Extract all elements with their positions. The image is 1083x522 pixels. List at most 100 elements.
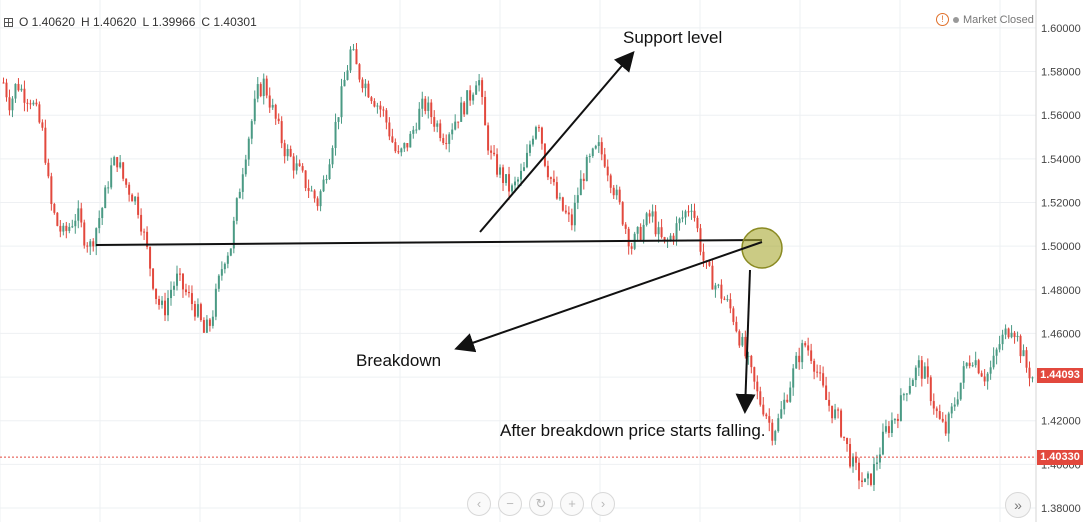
candle-body	[364, 83, 367, 89]
candle-body	[678, 218, 681, 224]
candle-body	[388, 122, 391, 137]
candle-body	[546, 165, 549, 178]
candle-body	[780, 409, 783, 419]
candle-body	[250, 121, 253, 139]
candle-body	[349, 49, 352, 71]
price-axis: 1.380001.400001.420001.440001.460001.480…	[1035, 0, 1083, 522]
candle-body	[352, 49, 355, 51]
market-status: ! Market Closed	[936, 13, 1034, 26]
candle-body	[561, 197, 564, 211]
candle-body	[564, 210, 567, 213]
crosshair-icon[interactable]	[4, 17, 13, 27]
candle-body	[777, 418, 780, 432]
candle-body	[849, 444, 852, 467]
candle-body	[199, 304, 202, 321]
candle-body	[810, 350, 813, 361]
candle-body	[502, 167, 505, 183]
candle-body	[140, 214, 143, 232]
price-tag: 1.40330	[1037, 450, 1083, 466]
candle-body	[597, 142, 600, 146]
candle-body	[92, 241, 95, 247]
candle-body	[53, 204, 56, 213]
candle-body	[552, 178, 555, 183]
candle-body	[325, 179, 328, 181]
candle-body	[277, 118, 280, 122]
candle-body	[316, 198, 319, 207]
candle-body	[472, 94, 475, 101]
candle-body	[2, 82, 5, 84]
candle-body	[908, 385, 911, 394]
candle-body	[702, 251, 705, 261]
candle-body	[977, 360, 980, 374]
candle-body	[971, 365, 974, 367]
candle-body	[872, 463, 875, 485]
scroll-back-button[interactable]: ‹	[467, 492, 491, 516]
zoom-in-button[interactable]: +	[560, 492, 584, 516]
candle-body	[415, 129, 418, 131]
candle-body	[675, 223, 678, 240]
candle-body	[726, 299, 729, 301]
candle-body	[732, 308, 735, 322]
candle-body	[451, 129, 454, 135]
candle-body	[1010, 332, 1013, 338]
candle-body	[887, 426, 890, 433]
candle-body	[645, 213, 648, 225]
candle-body	[573, 202, 576, 226]
y-tick-label: 1.42000	[1041, 416, 1081, 428]
breakdown-label: Breakdown	[356, 351, 441, 370]
candle-body	[376, 105, 379, 107]
candle-body	[798, 355, 801, 363]
candle-body	[714, 285, 717, 290]
zoom-out-button[interactable]: −	[498, 492, 522, 516]
candle-body	[974, 360, 977, 366]
candle-body	[869, 473, 872, 485]
candle-body	[304, 170, 307, 189]
candle-body	[519, 170, 522, 180]
go-to-realtime-button[interactable]: »	[1005, 492, 1031, 518]
candle-body	[310, 190, 313, 192]
candle-body	[711, 265, 714, 290]
candle-body	[110, 165, 113, 188]
candle-body	[41, 122, 44, 128]
candle-body	[175, 273, 178, 286]
candle-body	[164, 300, 167, 316]
candle-body	[71, 226, 74, 228]
candle-body	[624, 224, 627, 229]
candle-body	[196, 304, 199, 317]
candle-body	[765, 414, 768, 417]
candle-body	[499, 167, 502, 175]
candle-body	[107, 187, 110, 189]
scroll-forward-button[interactable]: ›	[591, 492, 615, 516]
candle-body	[950, 406, 953, 414]
y-tick-label: 1.52000	[1041, 197, 1081, 209]
y-tick-label: 1.58000	[1041, 67, 1081, 79]
candle-body	[570, 214, 573, 226]
candle-body	[271, 104, 274, 108]
y-tick-label: 1.46000	[1041, 328, 1081, 340]
warning-icon[interactable]: !	[936, 13, 949, 26]
candle-body	[840, 410, 843, 437]
candle-body	[59, 225, 62, 232]
candle-body	[1019, 335, 1022, 357]
candle-body	[522, 167, 525, 171]
candle-body	[149, 246, 152, 269]
candle-body	[152, 268, 155, 289]
candle-body	[289, 148, 292, 157]
candle-body	[508, 174, 511, 192]
candle-body	[235, 198, 238, 221]
candle-body	[433, 117, 436, 127]
reset-button[interactable]: ↻	[529, 492, 553, 516]
candle-body	[983, 376, 986, 382]
candle-body	[795, 355, 798, 369]
candle-body	[863, 478, 866, 482]
candle-body	[858, 462, 861, 481]
candle-body	[146, 231, 149, 247]
candle-body	[693, 210, 696, 218]
candle-body	[517, 179, 519, 182]
candle-body	[62, 225, 65, 232]
candle-body	[322, 179, 325, 192]
candle-body	[478, 80, 481, 86]
candle-body	[98, 218, 101, 229]
candle-body	[738, 331, 741, 346]
